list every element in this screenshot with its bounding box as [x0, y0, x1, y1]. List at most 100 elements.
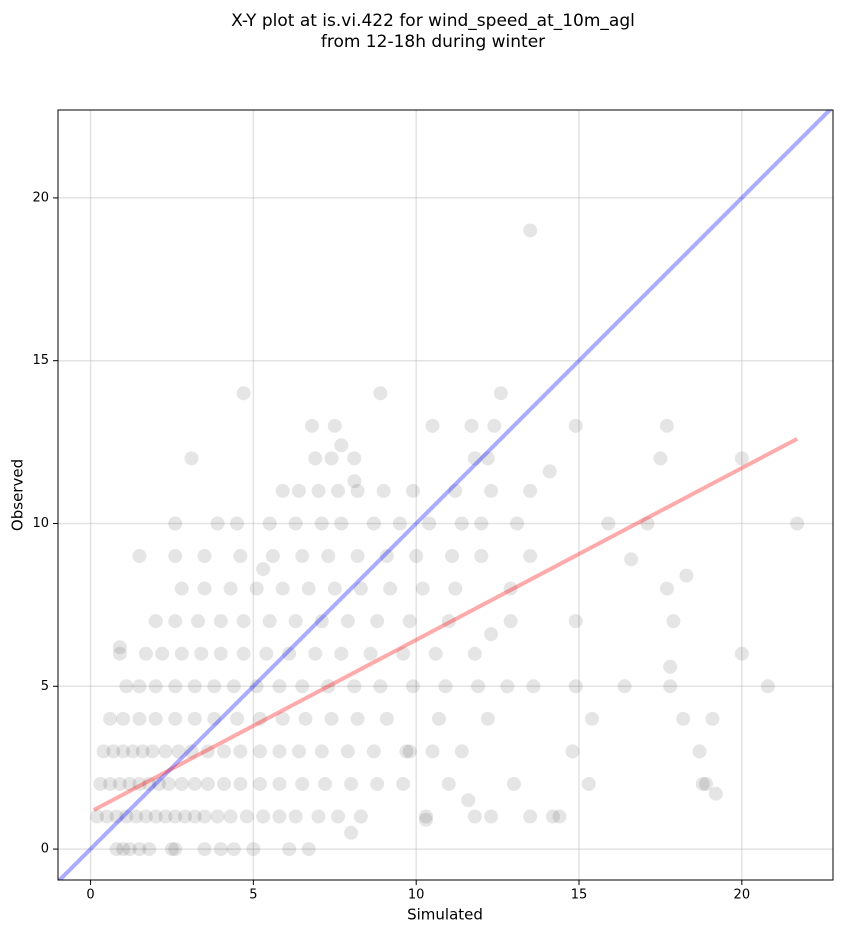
point [148, 711, 163, 726]
point [396, 646, 411, 661]
y-tick-label: 10 [32, 516, 49, 531]
point [174, 776, 189, 791]
point [197, 581, 212, 596]
point [155, 646, 170, 661]
point [523, 549, 538, 564]
point [461, 793, 476, 808]
point [467, 451, 482, 466]
point [122, 842, 137, 857]
point [581, 776, 596, 791]
point [210, 809, 225, 824]
point [233, 776, 248, 791]
point [265, 549, 280, 564]
point [262, 614, 277, 629]
point [383, 581, 398, 596]
point [484, 627, 499, 642]
point [448, 581, 463, 596]
point [295, 679, 310, 694]
point [168, 842, 183, 857]
point [334, 516, 349, 531]
point [311, 483, 326, 498]
point [493, 386, 508, 401]
point [249, 581, 264, 596]
point [425, 744, 440, 759]
point [132, 549, 147, 564]
point [125, 744, 140, 759]
point [246, 842, 261, 857]
point [585, 711, 600, 726]
point [503, 614, 518, 629]
point [373, 386, 388, 401]
point [692, 744, 707, 759]
point [474, 549, 489, 564]
point [418, 809, 433, 824]
point [151, 776, 166, 791]
point [474, 516, 489, 531]
point [366, 516, 381, 531]
point [523, 483, 538, 498]
point [314, 614, 329, 629]
point [487, 418, 502, 433]
point [353, 809, 368, 824]
x-tick-label: 20 [734, 888, 751, 903]
point [226, 679, 241, 694]
point [282, 842, 297, 857]
point [168, 516, 183, 531]
point [370, 776, 385, 791]
point [197, 842, 212, 857]
point [223, 581, 238, 596]
point [676, 711, 691, 726]
y-tick-label: 15 [32, 353, 49, 368]
grid [58, 110, 833, 880]
point [484, 483, 499, 498]
point [308, 451, 323, 466]
point [99, 809, 114, 824]
point [223, 809, 238, 824]
point [252, 776, 267, 791]
point [291, 744, 306, 759]
point [132, 679, 147, 694]
point [249, 679, 264, 694]
point [445, 549, 460, 564]
point [454, 516, 469, 531]
point [663, 659, 678, 674]
point [164, 842, 179, 857]
point [184, 744, 199, 759]
point [422, 516, 437, 531]
point [526, 679, 541, 694]
point [116, 842, 131, 857]
point [321, 549, 336, 564]
point [217, 744, 232, 759]
point [275, 711, 290, 726]
point [138, 809, 153, 824]
point [112, 640, 127, 655]
point [272, 776, 287, 791]
point [168, 614, 183, 629]
point [138, 646, 153, 661]
point [425, 418, 440, 433]
point [314, 744, 329, 759]
point [308, 646, 323, 661]
point [366, 744, 381, 759]
point [454, 744, 469, 759]
point [480, 451, 495, 466]
point [301, 581, 316, 596]
point [119, 809, 134, 824]
point [145, 744, 160, 759]
point [379, 549, 394, 564]
point [542, 464, 557, 479]
point [405, 679, 420, 694]
point [510, 516, 525, 531]
point [506, 776, 521, 791]
point [96, 744, 111, 759]
x-tick-label: 10 [408, 888, 425, 903]
point [197, 809, 212, 824]
point [350, 711, 365, 726]
point [103, 711, 118, 726]
point [200, 744, 215, 759]
point [376, 483, 391, 498]
point [171, 744, 186, 759]
chart-title: X-Y plot at is.vi.422 for wind_speed_at_… [231, 11, 635, 31]
point [109, 809, 124, 824]
y-tick-label: 0 [41, 842, 49, 857]
